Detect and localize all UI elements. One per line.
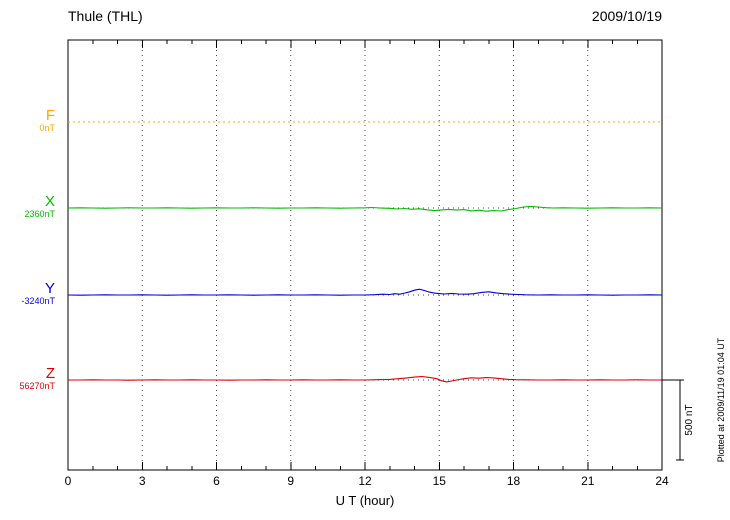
- station-title: Thule (THL): [68, 8, 143, 24]
- x-tick-label: 6: [213, 474, 220, 488]
- series-label-F: F 0nT: [39, 108, 55, 134]
- x-tick-label: 18: [506, 474, 521, 488]
- series-letter: Z: [45, 365, 55, 382]
- x-tick-label: 9: [287, 474, 295, 488]
- x-tick-label: 12: [358, 474, 372, 488]
- x-tick-label: 3: [138, 474, 146, 488]
- x-tick-label: 15: [432, 474, 446, 488]
- x-tick-label: 21: [581, 474, 595, 488]
- scale-bar-label: 500 nT: [684, 404, 695, 436]
- series-letter: X: [44, 193, 55, 210]
- series-baseline-value: -3240nT: [21, 296, 55, 306]
- plotted-at-note: Plotted at 2009/11/19 01:04 UT: [716, 337, 726, 463]
- series-letter: Y: [44, 280, 55, 297]
- series-baseline-value: 56270nT: [19, 381, 55, 391]
- x-tick-label: 24: [655, 474, 669, 488]
- x-axis-title: U T (hour): [335, 493, 395, 508]
- series-label-Z: Z 56270nT: [19, 366, 55, 392]
- plot-date: 2009/10/19: [591, 8, 662, 24]
- series-baseline-value: 0nT: [39, 123, 55, 133]
- series-label-X: X 2360nT: [24, 194, 55, 220]
- series-letter: F: [45, 107, 55, 124]
- series-label-Y: Y -3240nT: [21, 281, 55, 307]
- series-baseline-value: 2360nT: [24, 209, 55, 219]
- x-tick-label: 0: [64, 474, 72, 488]
